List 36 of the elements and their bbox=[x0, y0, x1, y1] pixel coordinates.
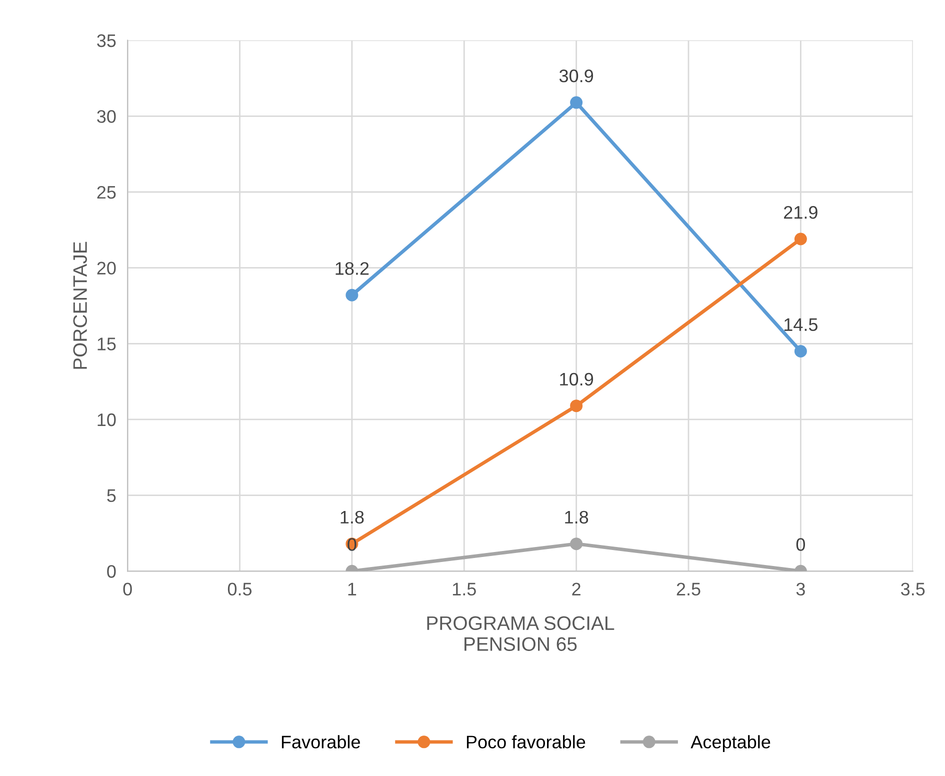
data-label: 0 bbox=[348, 538, 356, 551]
point bbox=[794, 232, 807, 246]
x-tick-label: 2.5 bbox=[676, 582, 700, 596]
y-tick-label: 25 bbox=[97, 186, 116, 199]
point bbox=[794, 344, 807, 358]
point bbox=[570, 538, 583, 550]
data-label: 10.9 bbox=[560, 372, 594, 386]
point bbox=[346, 288, 358, 302]
x-axis-title: PROGRAMA SOCIAL PENSION 65 bbox=[427, 616, 614, 651]
data-label: 0 bbox=[796, 538, 805, 551]
y-tick-label: 20 bbox=[97, 262, 116, 275]
x-tick-label: 3.5 bbox=[901, 582, 925, 596]
y-tick-label: 10 bbox=[98, 413, 116, 426]
y-tick-label: 30 bbox=[97, 110, 116, 123]
x-tick-label: 2 bbox=[572, 582, 580, 596]
y-tick-label: 15 bbox=[98, 338, 116, 350]
x-tick-label: 3 bbox=[796, 582, 805, 596]
data-label: 1.8 bbox=[340, 510, 364, 524]
y-axis-title: PORCENTAJE bbox=[73, 242, 87, 369]
legend-label: Poco favorable bbox=[466, 735, 586, 748]
legend-label: Aceptable bbox=[690, 735, 770, 752]
y-tick-label: 0 bbox=[107, 565, 116, 578]
x-tick-label: 1.5 bbox=[452, 582, 476, 596]
point bbox=[570, 400, 583, 412]
data-label: 30.9 bbox=[559, 70, 594, 82]
x-tick-label: 1 bbox=[348, 582, 356, 596]
legend-label: Favorable bbox=[282, 735, 360, 748]
data-label: 1.8 bbox=[565, 510, 588, 524]
y-tick-label: 5 bbox=[107, 489, 116, 502]
data-label: 14.5 bbox=[784, 318, 818, 332]
data-label: 21.9 bbox=[784, 206, 818, 219]
x-tick-label: 0.5 bbox=[228, 582, 252, 596]
data-label: 18.2 bbox=[336, 262, 369, 275]
x-tick-label: 0 bbox=[123, 582, 132, 596]
y-tick-label: 35 bbox=[97, 34, 116, 48]
point bbox=[570, 96, 583, 109]
